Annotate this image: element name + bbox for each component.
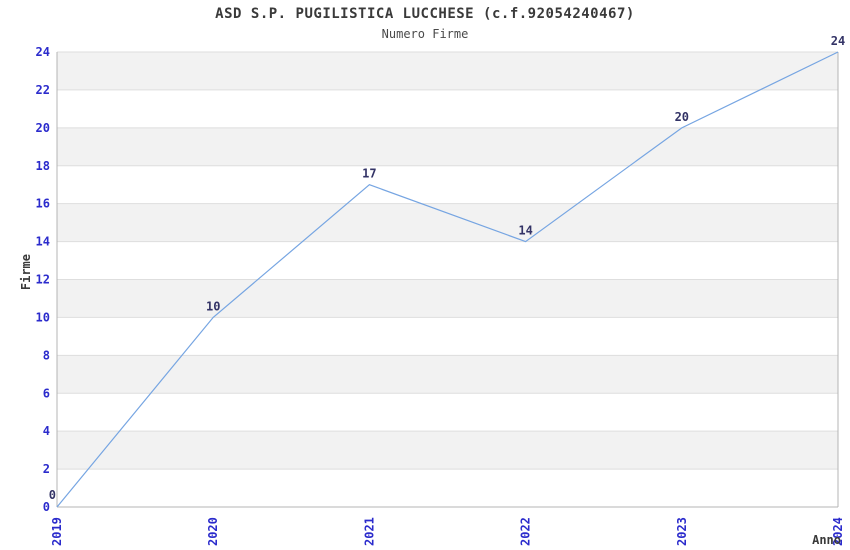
plot-band: [57, 203, 838, 242]
y-tick-label: 24: [36, 45, 50, 59]
x-tick-label: 2023: [675, 517, 689, 546]
y-tick-label: 22: [36, 83, 50, 97]
y-tick-label: 2: [43, 462, 50, 476]
y-tick-label: 20: [36, 121, 50, 135]
value-label: 17: [362, 167, 376, 181]
chart-subtitle: Numero Firme: [381, 27, 469, 41]
plot-band: [57, 127, 838, 166]
x-tick-label: 2020: [206, 517, 220, 546]
y-tick-label: 4: [43, 424, 50, 438]
plot-band: [57, 355, 838, 394]
value-label: 20: [675, 110, 689, 124]
y-tick-label: 10: [36, 310, 50, 324]
y-axis-title: Firme: [19, 254, 33, 291]
y-tick-label: 6: [43, 386, 50, 400]
x-tick-label: 2022: [519, 517, 533, 546]
x-tick-label: 2019: [50, 517, 64, 546]
y-tick-label: 16: [36, 197, 50, 211]
series-line: [56, 51, 839, 508]
value-label: 10: [206, 299, 220, 313]
y-tick-label: 14: [36, 235, 50, 249]
plot-band: [57, 52, 838, 90]
value-label: 14: [518, 224, 532, 238]
y-tick-label: 18: [36, 159, 50, 173]
y-tick-label: 12: [36, 273, 50, 287]
x-tick-label: 2021: [362, 517, 376, 546]
value-label: 0: [49, 488, 56, 502]
x-tick-label: 2024: [831, 517, 845, 546]
y-tick-label: 8: [43, 348, 50, 362]
y-tick-label: 0: [43, 500, 50, 514]
x-axis-title: Anno: [812, 533, 841, 547]
value-label: 24: [831, 34, 845, 48]
chart-title: ASD S.P. PUGILISTICA LUCCHESE (c.f.92054…: [215, 6, 635, 22]
plot-band: [57, 279, 838, 318]
plot-band: [57, 431, 838, 470]
